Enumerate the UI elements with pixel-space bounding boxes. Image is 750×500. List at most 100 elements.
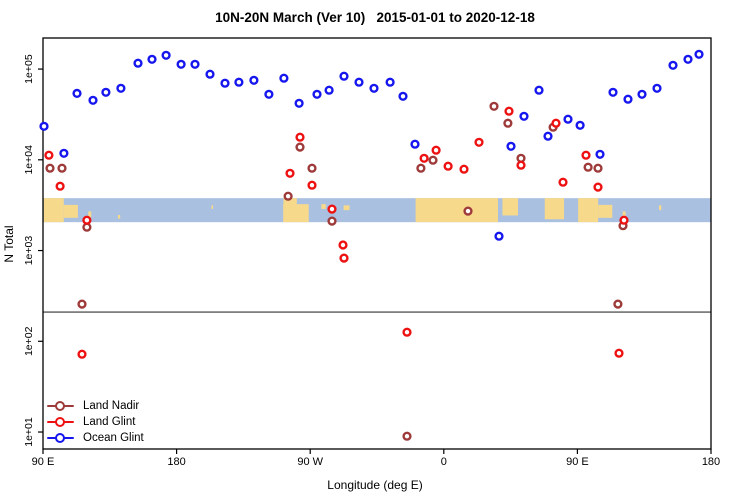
point-ocean-glint [398,91,408,101]
point-land-glint [402,327,412,337]
point-ocean-glint [161,50,171,60]
point-land-nadir [613,299,623,309]
point-ocean-glint [506,141,516,151]
point-ocean-glint [519,111,529,121]
point-land-glint [295,132,305,142]
point-ocean-glint [683,54,693,64]
map-land-shape [544,198,565,220]
point-land-nadir [428,155,438,165]
point-land-glint [504,106,514,116]
point-land-nadir [463,206,473,216]
point-ocean-glint [694,49,704,59]
legend-item-land-glint: Land Glint [47,414,144,430]
point-ocean-glint [59,148,69,158]
point-ocean-glint [652,83,662,93]
point-land-nadir [82,222,92,232]
map-land-shape [283,198,297,206]
point-land-glint [474,137,484,147]
point-land-nadir [503,118,513,128]
x-tick-label: 180 [702,456,720,468]
y-tick-label: 1e+04 [23,145,35,175]
point-land-glint [516,160,526,170]
map-land-shape [283,204,309,223]
chart-title: 10N-20N March (Ver 10) 2015-01-01 to 202… [215,10,535,25]
point-land-glint [55,181,65,191]
point-land-glint [327,204,337,214]
x-tick-label: 180 [167,456,185,468]
point-land-nadir [295,142,305,152]
point-ocean-glint [249,75,259,85]
map-land-shape [211,205,214,209]
legend-label-ocean-glint: Ocean Glint [83,432,144,444]
legend-label-land-nadir: Land Nadir [83,400,140,412]
point-ocean-glint [543,131,553,141]
point-ocean-glint [205,69,215,79]
legend-item-land-nadir: Land Nadir [47,398,144,414]
point-ocean-glint [133,58,143,68]
point-land-nadir [593,163,603,173]
map-land-shape [415,198,498,223]
point-ocean-glint [101,87,111,97]
point-ocean-glint [637,89,647,99]
point-ocean-glint [147,54,157,64]
y-tick-label: 1e+05 [23,54,35,84]
point-ocean-glint [668,60,678,70]
point-land-glint [82,215,92,225]
point-ocean-glint [176,59,186,69]
point-ocean-glint [220,78,230,88]
point-land-glint [338,240,348,250]
point-land-nadir [327,216,337,226]
point-land-nadir [416,163,426,173]
point-ocean-glint [623,94,633,104]
map-land-shape [343,205,350,211]
point-ocean-glint [88,95,98,105]
point-land-nadir [489,101,499,111]
map-land-shape [659,205,662,211]
map-land-shape [578,198,599,223]
point-land-glint [443,161,453,171]
point-ocean-glint [608,87,618,97]
point-land-nadir [77,299,87,309]
x-tick-label: 90 W [297,456,323,468]
point-ocean-glint [575,120,585,130]
point-ocean-glint [72,88,82,99]
y-tick-label: 1e+03 [23,236,35,266]
map-land-shape [117,214,121,219]
point-land-glint [419,153,429,163]
map-land-shape [622,211,626,218]
point-land-glint [581,150,591,160]
map-land-shape [321,204,326,209]
point-ocean-glint [264,89,274,99]
point-ocean-glint [534,85,544,95]
point-ocean-glint [410,139,420,149]
legend-label-land-glint: Land Glint [83,416,136,428]
point-land-glint [459,164,469,174]
land-nadir-marker-icon [47,400,74,412]
plot-border [42,37,712,450]
point-land-glint [431,145,441,155]
point-land-glint [558,177,568,187]
point-ocean-glint [294,98,304,108]
point-land-glint [614,348,624,358]
point-land-glint [44,150,54,160]
point-land-nadir [402,431,412,441]
point-ocean-glint [234,77,244,87]
point-land-glint [593,182,603,192]
point-land-nadir [45,163,55,173]
point-ocean-glint [494,231,504,241]
map-land-shape [43,198,64,223]
map-land-shape [88,211,92,218]
point-ocean-glint [595,149,605,159]
point-ocean-glint [385,77,395,87]
point-ocean-glint [116,83,126,93]
y-tick-label: 1e+02 [23,326,35,356]
x-tick-label: 90 E [566,456,589,468]
point-ocean-glint [312,89,322,99]
point-land-glint [77,349,87,359]
point-ocean-glint [324,85,334,95]
x-axis-label: Longitude (deg E) [327,478,423,492]
x-tick-label: 90 E [32,456,55,468]
point-ocean-glint [563,114,573,124]
